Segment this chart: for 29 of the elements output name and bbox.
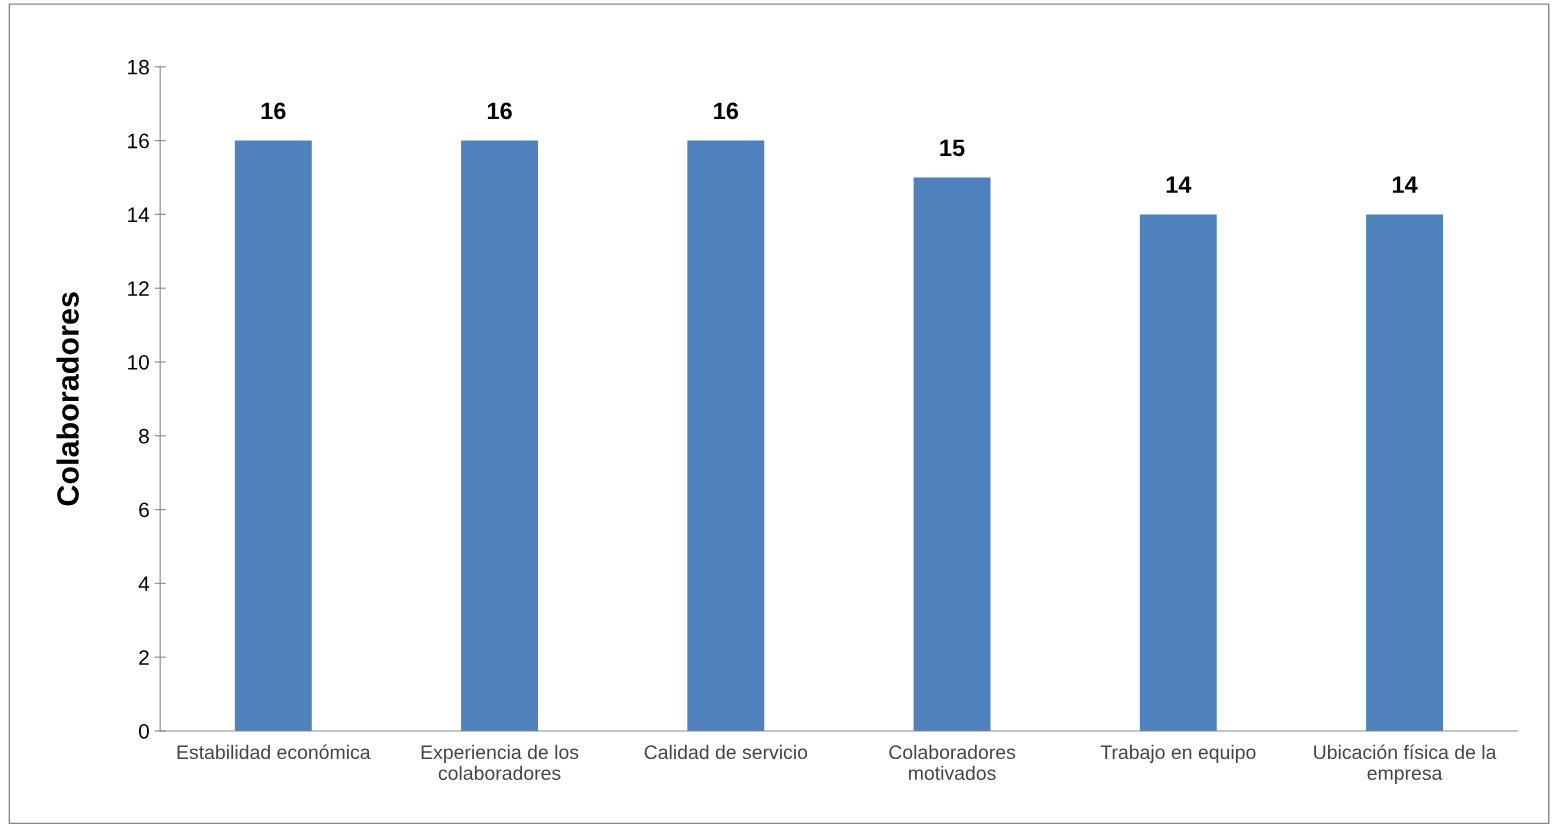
y-tick-label: 10	[128, 354, 149, 370]
y-axis-title: Colaboradores	[56, 292, 79, 506]
bar	[461, 140, 539, 731]
bar	[1139, 214, 1217, 731]
y-tick-label: 14	[128, 207, 150, 222]
bar	[687, 140, 765, 731]
data-label: 14	[1166, 176, 1192, 193]
data-label: 16	[714, 102, 739, 120]
bar	[913, 177, 991, 731]
x-tick-label: Estabilidad económica	[177, 744, 371, 760]
x-tick-label: Ubicación física de la empresa	[1314, 744, 1497, 784]
data-label: 14	[1392, 176, 1418, 193]
y-tick-label: 0	[138, 723, 149, 739]
y-tick-label: 6	[139, 502, 149, 518]
y-tick-label: 4	[138, 576, 150, 591]
x-tick-label: Experiencia de los colaboradores	[421, 744, 579, 781]
x-tick-label: Trabajo en equipo	[1100, 744, 1256, 763]
bar	[234, 140, 312, 731]
data-label: 16	[261, 102, 286, 120]
y-tick-label: 2	[139, 650, 149, 665]
x-tick-label: Calidad de servicio	[644, 744, 808, 760]
bar	[1366, 214, 1444, 731]
y-tick-label: 16	[128, 133, 149, 149]
y-tick-label: 8	[139, 428, 149, 444]
y-tick-label: 12	[128, 281, 149, 296]
data-label: 16	[487, 102, 512, 120]
y-tick-label: 18	[128, 59, 149, 75]
x-tick-label: Colaboradores motivados	[889, 744, 1016, 781]
data-label: 15	[940, 139, 965, 157]
